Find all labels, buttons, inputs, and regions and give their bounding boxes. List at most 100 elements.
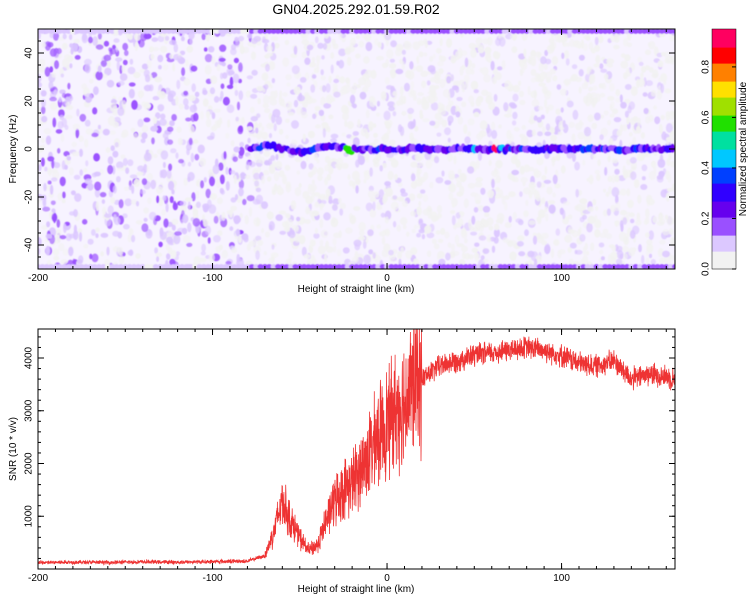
spectrogram-noise-blob [101, 199, 106, 205]
spectrogram-noise-blob [523, 210, 529, 218]
colorbar-band [712, 245, 736, 248]
spectrogram-edge-blob [43, 29, 50, 34]
spectrogram-edge-blob [144, 264, 151, 269]
colorbar-band [712, 207, 736, 210]
spectrogram-noise-blob [66, 64, 70, 70]
spectrogram-noise-blob [467, 166, 475, 174]
spectrogram-noise-blob [427, 213, 433, 219]
spectrogram-noise-blob [247, 33, 253, 39]
spectrogram-noise-blob [628, 247, 636, 257]
spectrogram-noise-blob [619, 188, 627, 196]
spectrogram-noise-blob [520, 136, 529, 146]
spectrogram-noise-blob [342, 112, 349, 121]
spectrogram-edge-blob [619, 264, 626, 269]
spectrogram-edge-blob [257, 29, 264, 34]
colorbar-band [712, 153, 736, 156]
spectrogram-noise-blob [203, 218, 208, 228]
spectrogram-noise-blob [626, 158, 631, 166]
spectrogram-noise-blob [70, 46, 74, 55]
spectrogram-noise-blob [429, 84, 437, 94]
spectrogram-noise-blob [446, 76, 452, 84]
spectrogram-edge-blob [445, 264, 452, 269]
spectrogram-noise-blob [84, 58, 92, 66]
spectrogram-noise-blob [424, 225, 432, 234]
spectrogram-noise-blob [227, 119, 231, 128]
spectrogram-noise-blob [491, 121, 496, 131]
spectrogram-edge-blob [275, 264, 281, 269]
spectrogram-noise-blob [558, 249, 566, 255]
spectrogram-noise-blob [504, 80, 512, 90]
spectrogram-edge-blob [532, 29, 539, 34]
spectrogram-noise-blob [474, 181, 483, 188]
spectrogram-noise-blob [160, 150, 169, 160]
spectrogram-noise-blob [461, 230, 468, 239]
spectrogram-noise-blob [446, 38, 453, 48]
spectrogram-noise-blob [250, 51, 257, 60]
spectrogram-noise-blob [594, 229, 601, 238]
spectrogram-noise-blob [183, 78, 191, 86]
spectrogram-noise-blob [582, 43, 588, 51]
spectrogram-noise-blob [379, 165, 384, 172]
spectrogram-noise-blob [518, 80, 522, 86]
spectrogram-noise-blob [512, 111, 518, 120]
spectrogram-edge-blob [357, 29, 364, 34]
spectrogram-noise-blob [146, 165, 150, 173]
colorbar-band [712, 55, 736, 58]
spectrogram-noise-blob [109, 48, 113, 57]
spectrogram-noise-blob [546, 186, 553, 195]
spectrogram-noise-blob [220, 83, 225, 89]
spectrogram-noise-blob [571, 133, 576, 144]
spectrogram-noise-blob [602, 209, 609, 217]
spectrogram-noise-blob [256, 85, 264, 92]
spectrogram-noise-blob [399, 86, 404, 96]
colorbar-band [712, 261, 736, 264]
spectrogram-noise-blob [544, 206, 548, 213]
spectrogram-noise-blob [544, 49, 549, 57]
spectrogram-edge-blob [510, 264, 517, 269]
spectrogram-edge-blob [152, 29, 159, 34]
spectrogram-noise-blob [166, 169, 172, 179]
spectrogram-noise-blob [248, 206, 253, 217]
spectrogram-noise-blob [599, 63, 604, 70]
spectrogram-noise-blob [476, 133, 483, 141]
colorbar-band [712, 205, 736, 208]
spectrogram-noise-blob [265, 63, 270, 72]
spectrogram-noise-blob [664, 214, 669, 220]
spectrogram-noise-blob [448, 183, 457, 193]
spectrogram-noise-blob [179, 200, 187, 207]
spectrogram-noise-blob [416, 55, 420, 65]
spectrogram-y-tick-label: 0 [24, 146, 35, 152]
spectrogram-noise-blob [45, 135, 52, 145]
spectrogram-noise-blob [261, 72, 269, 81]
spectrogram-noise-blob [328, 166, 334, 175]
spectrogram-noise-blob [261, 175, 266, 185]
spectrogram-noise-blob [266, 176, 272, 182]
spectrogram-noise-blob [78, 232, 83, 242]
spectrogram-noise-blob [498, 217, 504, 225]
spectrogram-noise-blob [264, 84, 269, 90]
spectrogram-edge-blob [632, 264, 639, 269]
colorbar-band [712, 257, 736, 260]
spectrogram-noise-blob [440, 227, 446, 235]
spectrogram-noise-blob [38, 81, 43, 88]
spectrogram-noise-blob [251, 38, 258, 44]
snr-y-tick-label: 2000 [24, 452, 35, 475]
spectrogram-noise-blob [587, 206, 594, 212]
spectrogram-noise-blob [225, 181, 230, 191]
spectrogram-edge-blob [179, 264, 185, 269]
spectrogram-noise-blob [629, 229, 636, 239]
spectrogram-noise-blob [545, 106, 549, 115]
spectrogram-noise-blob [203, 177, 207, 183]
spectrogram-noise-blob [57, 148, 61, 154]
spectrogram-noise-blob [324, 164, 330, 172]
spectrogram-noise-blob [607, 175, 613, 182]
spectrogram-noise-blob [503, 201, 508, 211]
spectrogram-noise-blob [608, 137, 614, 147]
spectrogram-noise-blob [351, 170, 360, 181]
spectrogram-edge-blob [536, 264, 543, 269]
spectrogram-edge-blob [475, 29, 482, 34]
spectrogram-noise-blob [325, 94, 334, 104]
spectrogram-noise-blob [537, 76, 544, 83]
spectrogram-noise-blob [157, 54, 164, 63]
spectrogram-noise-blob [350, 37, 356, 47]
